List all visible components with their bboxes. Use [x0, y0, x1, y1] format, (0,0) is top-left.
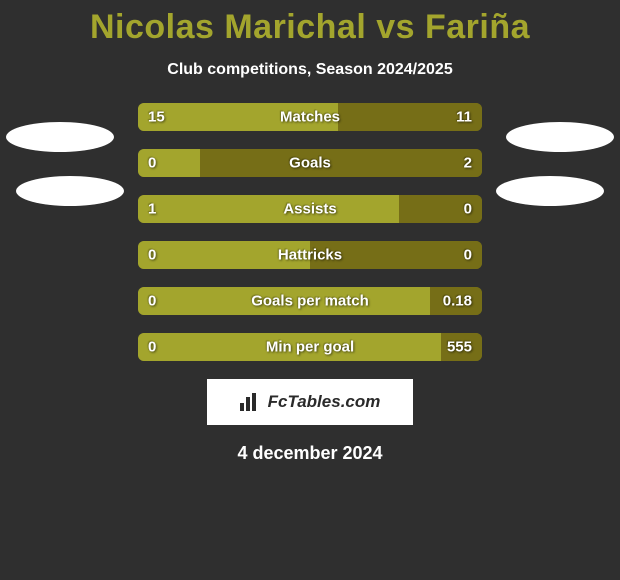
- source-badge: FcTables.com: [207, 379, 413, 425]
- stat-row: 15 Matches 11: [138, 103, 482, 131]
- stat-row: 0 Hattricks 0: [138, 241, 482, 269]
- stats-block: 15 Matches 11 0 Goals 2 1 Assists 0 0 Hattricks 0 0 G…: [138, 103, 482, 361]
- page-title: Nicolas Marichal vs Fariña: [0, 8, 620, 47]
- avatar-placeholder-left-2: [16, 176, 124, 206]
- comparison-card: Nicolas Marichal vs Fariña Club competit…: [0, 0, 620, 580]
- avatar-placeholder-right-1: [506, 122, 614, 152]
- stat-value-left: 0: [148, 293, 156, 310]
- stat-value-left: 0: [148, 155, 156, 172]
- bar-right: [200, 149, 482, 177]
- bar-left: [138, 195, 399, 223]
- stat-label: Goals per match: [251, 293, 369, 310]
- stat-value-right: 2: [464, 155, 472, 172]
- stat-label: Hattricks: [278, 247, 342, 264]
- stat-value-right: 11: [456, 109, 472, 126]
- avatar-placeholder-left-1: [6, 122, 114, 152]
- subtitle: Club competitions, Season 2024/2025: [0, 61, 620, 79]
- stat-value-left: 1: [148, 201, 156, 218]
- stat-label: Assists: [283, 201, 336, 218]
- stat-row: 0 Goals per match 0.18: [138, 287, 482, 315]
- stat-value-left: 15: [148, 109, 165, 126]
- stat-value-right: 0.18: [443, 293, 472, 310]
- stat-value-right: 0: [464, 247, 472, 264]
- stat-label: Matches: [280, 109, 340, 126]
- stat-value-left: 0: [148, 247, 156, 264]
- stat-value-right: 0: [464, 201, 472, 218]
- stat-row: 1 Assists 0: [138, 195, 482, 223]
- stat-row: 0 Goals 2: [138, 149, 482, 177]
- bar-chart-icon: [240, 393, 260, 411]
- stat-value-right: 555: [447, 339, 472, 356]
- stat-value-left: 0: [148, 339, 156, 356]
- avatar-placeholder-right-2: [496, 176, 604, 206]
- stat-label: Min per goal: [266, 339, 354, 356]
- stat-label: Goals: [289, 155, 331, 172]
- source-badge-text: FcTables.com: [268, 392, 381, 412]
- date-text: 4 december 2024: [0, 443, 620, 464]
- stat-row: 0 Min per goal 555: [138, 333, 482, 361]
